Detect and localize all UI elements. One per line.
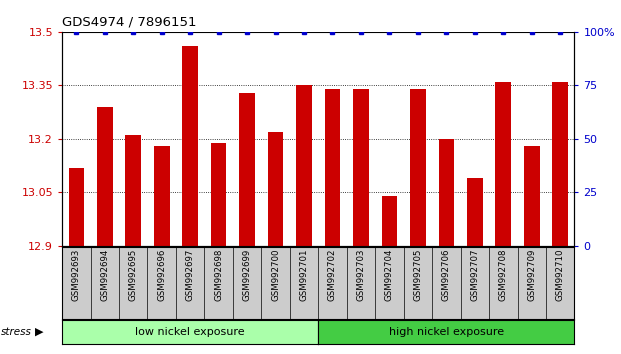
Text: GSM992704: GSM992704 (385, 249, 394, 301)
Bar (410, 89, 426, 246)
Text: GSM992695: GSM992695 (129, 249, 138, 301)
Bar (183, 46, 198, 246)
Text: GSM992705: GSM992705 (414, 249, 422, 301)
Text: ▶: ▶ (35, 327, 44, 337)
Text: GSM992699: GSM992699 (243, 249, 252, 301)
Bar (239, 92, 255, 246)
Bar (211, 143, 227, 246)
Bar (524, 146, 540, 246)
Text: GSM992706: GSM992706 (442, 249, 451, 301)
Bar (296, 85, 312, 246)
Text: GSM992698: GSM992698 (214, 249, 223, 301)
Bar (325, 89, 340, 246)
Text: high nickel exposure: high nickel exposure (389, 327, 504, 337)
Bar (97, 107, 112, 246)
Text: GSM992703: GSM992703 (356, 249, 365, 301)
Text: GSM992702: GSM992702 (328, 249, 337, 301)
Text: GSM992694: GSM992694 (101, 249, 109, 301)
Text: GSM992700: GSM992700 (271, 249, 280, 301)
Bar (381, 196, 397, 246)
Bar (353, 89, 369, 246)
Bar (552, 82, 568, 246)
Bar (438, 139, 454, 246)
Bar (125, 135, 141, 246)
Text: GSM992693: GSM992693 (72, 249, 81, 301)
Bar (68, 167, 84, 246)
Text: GDS4974 / 7896151: GDS4974 / 7896151 (62, 15, 197, 28)
Bar (268, 132, 283, 246)
Text: GSM992707: GSM992707 (470, 249, 479, 301)
Text: GSM992697: GSM992697 (186, 249, 194, 301)
Bar (496, 82, 511, 246)
Bar (154, 146, 170, 246)
Text: GSM992701: GSM992701 (299, 249, 309, 301)
Text: GSM992709: GSM992709 (527, 249, 536, 301)
Text: low nickel exposure: low nickel exposure (135, 327, 245, 337)
Text: GSM992708: GSM992708 (499, 249, 508, 301)
Text: GSM992696: GSM992696 (157, 249, 166, 301)
Text: GSM992710: GSM992710 (556, 249, 564, 301)
Bar (467, 178, 483, 246)
Text: stress: stress (1, 327, 32, 337)
